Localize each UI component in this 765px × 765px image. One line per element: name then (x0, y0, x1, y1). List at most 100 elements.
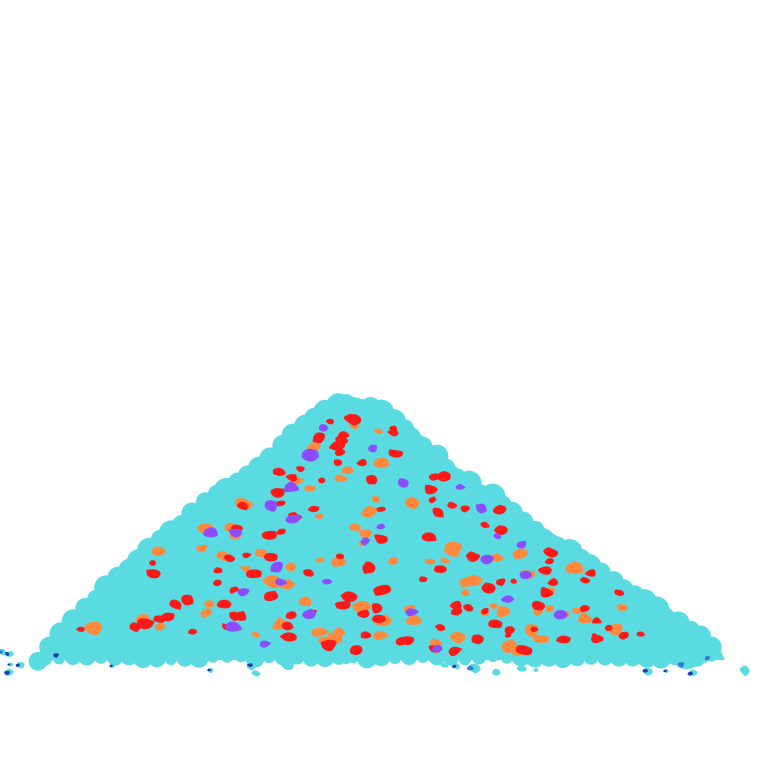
red-gravel-speck (335, 553, 345, 559)
purple-gravel-speck (553, 610, 568, 620)
red-gravel-speck (303, 569, 314, 577)
orange-gravel-speck (501, 639, 518, 653)
red-gravel-speck (579, 604, 590, 613)
red-gravel-speck (296, 466, 305, 473)
scattered-pebble (704, 654, 716, 662)
red-gravel-speck (223, 554, 236, 563)
purple-gravel-speck (360, 537, 370, 546)
orange-gravel-speck (512, 548, 529, 560)
pile-base-bump (262, 650, 276, 664)
red-gravel-speck (432, 507, 444, 518)
orange-gravel-speck (298, 596, 312, 607)
red-gravel-speck (242, 552, 252, 559)
orange-gravel-speck (496, 605, 511, 617)
orange-gravel-speck (262, 575, 282, 589)
orange-gravel-speck (578, 611, 592, 624)
purple-gravel-speck (368, 444, 378, 453)
red-gravel-speck (272, 467, 286, 477)
red-gravel-speck (604, 624, 613, 632)
red-gravel-speck (371, 603, 383, 614)
red-gravel-speck (556, 635, 571, 644)
purple-gravel-speck (516, 540, 527, 549)
red-gravel-speck (235, 611, 247, 621)
orange-gravel-speck (489, 603, 498, 609)
red-gravel-speck (544, 558, 554, 565)
scattered-pebble (109, 663, 116, 669)
red-gravel-speck (579, 576, 591, 584)
purple-gravel-speck (397, 478, 409, 488)
purple-gravel-speck (321, 578, 333, 585)
purple-gravel-speck (301, 448, 319, 462)
pile-base-bump (133, 648, 153, 669)
orange-gravel-speck (304, 485, 317, 492)
red-gravel-speck (495, 578, 506, 587)
purple-gravel-speck (284, 481, 299, 493)
scattered-pebble (663, 669, 669, 674)
purple-gravel-speck (264, 500, 277, 512)
red-gravel-speck (531, 600, 546, 611)
orange-gravel-speck (387, 557, 399, 565)
red-gravel-speck (471, 634, 484, 645)
pile-base-bump (553, 649, 573, 669)
red-gravel-speck (433, 565, 447, 573)
red-gravel-speck (318, 477, 326, 484)
scattered-pebble (492, 668, 501, 676)
scattered-pebble (4, 651, 14, 657)
orange-gravel-speck (331, 556, 347, 567)
scattered-pebble (246, 661, 258, 671)
red-gravel-speck (436, 471, 451, 482)
red-gravel-speck (618, 631, 629, 640)
pile-base-bump (610, 648, 628, 667)
red-gravel-speck (137, 618, 155, 630)
red-gravel-speck (540, 586, 554, 598)
orange-gravel-speck (490, 553, 504, 562)
red-gravel-speck (376, 506, 386, 512)
red-gravel-speck (374, 534, 388, 544)
purple-gravel-speck (519, 570, 532, 579)
red-gravel-speck (547, 578, 559, 586)
red-gravel-speck (362, 562, 376, 574)
scattered-pebble (677, 661, 692, 670)
pile-base-bump (303, 651, 319, 667)
pile-base-bump (94, 649, 108, 664)
orange-gravel-speck (254, 548, 268, 558)
red-gravel-speck (75, 626, 85, 633)
red-gravel-speck (585, 569, 596, 577)
pile-base-bump (651, 648, 671, 669)
scattered-pebble (516, 665, 527, 672)
red-gravel-speck (246, 569, 262, 579)
red-gravel-speck (504, 626, 515, 635)
red-gravel-speck (515, 644, 533, 656)
red-gravel-speck (334, 448, 346, 457)
red-gravel-speck (371, 614, 386, 624)
scattered-pebble (440, 662, 449, 668)
orange-gravel-speck (405, 614, 422, 625)
red-gravel-speck (356, 458, 367, 467)
pile-base-bump (37, 650, 53, 666)
red-gravel-speck (463, 604, 473, 612)
red-gravel-speck (320, 639, 337, 652)
purple-gravel-speck (285, 515, 301, 524)
red-gravel-speck (356, 609, 370, 618)
scattered-pebble (251, 670, 261, 677)
red-gravel-speck (435, 624, 446, 632)
orange-gravel-speck (429, 638, 444, 647)
scattered-pebble (0, 648, 6, 656)
pile-base-bump (428, 648, 446, 666)
scattered-pebble (739, 665, 750, 677)
pile-base-bump (64, 648, 82, 666)
red-gravel-speck (480, 521, 490, 529)
red-gravel-speck (400, 636, 415, 646)
orange-gravel-speck (239, 566, 251, 573)
red-gravel-speck (169, 599, 182, 610)
orange-gravel-speck (251, 631, 261, 638)
pile-base-bump (107, 650, 123, 666)
red-gravel-speck (360, 631, 372, 639)
red-gravel-speck (146, 569, 161, 579)
red-gravel-speck (279, 632, 297, 642)
purple-gravel-speck (455, 484, 466, 490)
pile-base-bump (416, 650, 430, 663)
red-gravel-speck (373, 584, 392, 596)
red-gravel-speck (348, 414, 362, 426)
